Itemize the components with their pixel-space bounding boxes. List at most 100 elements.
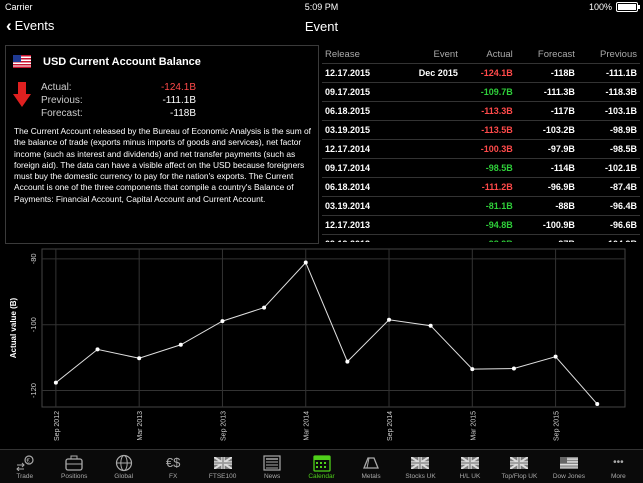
- event-cell: Dec 2015: [395, 63, 461, 83]
- x-tick-label: Sep 2012: [54, 411, 61, 441]
- data-point: [428, 323, 433, 328]
- plot-area: [41, 248, 626, 408]
- data-point: [53, 380, 58, 385]
- event-cell: [395, 234, 461, 242]
- svg-text:€: €: [26, 458, 30, 464]
- briefcase-icon: [49, 453, 98, 472]
- event-description: The Current Account released by the Bure…: [14, 126, 312, 204]
- uk-flag-icon: [198, 453, 247, 472]
- globe-icon: [99, 453, 148, 472]
- tab-label: News: [263, 473, 281, 480]
- history-table: Release Event Actual Forecast Previous 1…: [322, 45, 640, 242]
- table-row[interactable]: 09.17.2014 -98.5B -114B -102.1B: [322, 158, 640, 178]
- actual-cell: -100.3B: [460, 139, 516, 159]
- x-tick-label: Mar 2015: [470, 411, 477, 441]
- previous-cell: -96.4B: [577, 196, 640, 216]
- battery-icon: [616, 2, 640, 12]
- data-point: [387, 317, 392, 322]
- release-cell: 12.17.2013: [322, 215, 396, 235]
- previous-cell: -98.9B: [577, 120, 640, 140]
- table-row[interactable]: 03.19.2015 -113.5B -103.2B -98.9B: [322, 120, 640, 140]
- table-row[interactable]: 06.18.2015 -113.3B -117B -103.1B: [322, 101, 640, 121]
- x-tick-label: Mar 2013: [137, 411, 144, 441]
- table-header-row: Release Event Actual Forecast Previous: [322, 45, 640, 64]
- table-row[interactable]: 12.17.2013 -94.8B -100.9B -96.6B: [322, 215, 640, 235]
- tab-trade[interactable]: € Trade: [0, 450, 49, 483]
- back-label: Events: [14, 18, 55, 33]
- table-row[interactable]: 03.19.2014 -81.1B -88B -96.4B: [322, 196, 640, 216]
- y-axis-label: Actual value (B): [9, 297, 18, 358]
- table-row[interactable]: 12.17.2014 -100.3B -97.9B -98.5B: [322, 139, 640, 159]
- tab-h-l-uk[interactable]: H/L UK: [445, 450, 494, 483]
- forecast-cell: -100.9B: [515, 215, 578, 235]
- data-point: [178, 342, 183, 347]
- battery-status: 100%: [588, 2, 640, 12]
- release-cell: 12.17.2015: [322, 63, 396, 83]
- forecast-value: -118B: [170, 108, 196, 119]
- battery-percent: 100%: [588, 2, 612, 12]
- actual-cell: -109.7B: [460, 82, 516, 102]
- x-tick-label: Mar 2014: [304, 411, 311, 441]
- clock: 5:09 PM: [304, 2, 339, 12]
- series-line: [55, 261, 598, 405]
- event-cell: [395, 215, 461, 235]
- uk-flag-icon: [495, 453, 544, 472]
- tab-top-flop-uk[interactable]: Top/Flop UK: [495, 450, 544, 483]
- previous-value: -111.1B: [162, 95, 196, 106]
- event-cell: [395, 101, 461, 121]
- forecast-cell: -97.9B: [515, 139, 578, 159]
- table-row[interactable]: 09.17.2015 -109.7B -111.3B -118.3B: [322, 82, 640, 102]
- line-chart: -80 -100 -120 Sep 2012 Mar 2013 Sep 2013 Mar 2…: [9, 248, 626, 441]
- event-cell: [395, 139, 461, 159]
- tab-label: Global: [114, 473, 134, 480]
- tab-label: More: [610, 473, 626, 480]
- table-row[interactable]: 06.18.2014 -111.2B -96.9B -87.4B: [322, 177, 640, 197]
- currency-icon: €$: [165, 455, 181, 470]
- data-point: [262, 305, 267, 310]
- back-button[interactable]: ‹ Events: [6, 17, 55, 34]
- tab-more[interactable]: ••• More: [594, 450, 643, 483]
- tab-news[interactable]: News: [247, 450, 296, 483]
- actual-cell: -124.1B: [460, 63, 516, 83]
- uk-flag-icon: [445, 453, 494, 472]
- carrier-label: Carrier: [5, 2, 33, 12]
- history-table-panel[interactable]: Release Event Actual Forecast Previous 1…: [322, 45, 640, 242]
- uk-flag-icon: [396, 453, 445, 472]
- tab-dow-jones[interactable]: Dow Jones: [544, 450, 593, 483]
- tab-fx[interactable]: €$ FX: [148, 450, 197, 483]
- release-cell: 03.19.2015: [322, 120, 396, 140]
- data-point: [470, 367, 475, 372]
- status-bar: Carrier 5:09 PM 100%: [0, 0, 643, 14]
- actual-cell: -98.9B: [460, 234, 516, 242]
- tab-stocks-uk[interactable]: Stocks UK: [396, 450, 445, 483]
- tab-positions[interactable]: Positions: [49, 450, 98, 483]
- tab-global[interactable]: Global: [99, 450, 148, 483]
- y-tick-label: -80: [29, 253, 38, 264]
- forecast-cell: -88B: [515, 196, 578, 216]
- previous-cell: -87.4B: [577, 177, 640, 197]
- actual-cell: -81.1B: [460, 196, 516, 216]
- actual-cell: -113.3B: [460, 101, 516, 121]
- previous-row: Previous: -111.1B: [41, 95, 196, 106]
- actual-row: Actual: -124.1B: [41, 82, 196, 93]
- tab-metals[interactable]: Metals: [346, 450, 395, 483]
- data-point: [95, 347, 100, 352]
- data-point: [345, 359, 350, 364]
- table-row[interactable]: 12.17.2015 Dec 2015 -124.1B -118B -111.1B: [322, 63, 640, 83]
- tab-calendar[interactable]: Calendar: [297, 450, 346, 483]
- tab-label: Metals: [361, 473, 381, 480]
- tab-label: Trade: [16, 473, 34, 480]
- event-cell: [395, 177, 461, 197]
- table-row[interactable]: 09.19.2013 -98.9B-97B-104.9B: [322, 234, 640, 242]
- header-event: Event: [433, 48, 458, 60]
- tab-label: Calendar: [308, 473, 335, 480]
- y-tick-label: -100: [29, 317, 38, 332]
- data-point: [553, 354, 558, 359]
- header-actual: Actual: [486, 48, 513, 60]
- tab-ftse100[interactable]: FTSE100: [198, 450, 247, 483]
- trade-icon: €: [0, 453, 49, 472]
- tab-label: Top/Flop UK: [501, 473, 538, 480]
- forecast-row: Forecast: -118B: [41, 108, 196, 119]
- previous-cell: -102.1B: [577, 158, 640, 178]
- gold-bar-icon: [346, 453, 395, 472]
